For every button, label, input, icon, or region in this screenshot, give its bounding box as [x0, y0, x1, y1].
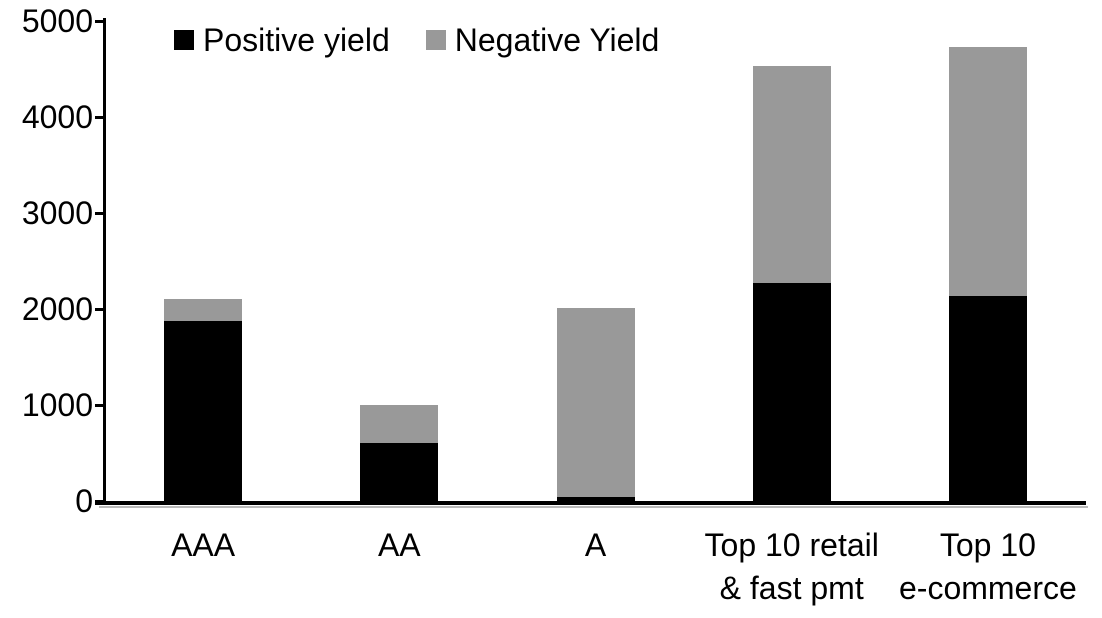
legend-swatch-icon	[425, 30, 446, 50]
bar-segment-positive-top-10-e-commerce	[948, 296, 1027, 501]
x-category-label-line: A	[584, 527, 607, 563]
x-category-label-line: AAA	[171, 527, 236, 563]
x-category-label-line: Top 10	[939, 527, 1036, 563]
y-tick-mark-5000	[95, 19, 104, 23]
bar-segment-negative-aaa	[164, 298, 243, 321]
bar-segment-positive-aa	[360, 442, 439, 501]
x-category-label-top-10-e-commerce: Top 10 e-commerce	[868, 524, 1102, 610]
x-category-label-line: e-commerce	[898, 570, 1077, 606]
x-axis-line	[95, 501, 1086, 505]
y-tick-label-4000: 4000	[21, 99, 93, 135]
y-tick-mark-3000	[95, 211, 104, 215]
y-tick-mark-2000	[95, 307, 104, 311]
x-category-label-line: & fast pmt	[719, 570, 864, 606]
y-tick-mark-1000	[95, 403, 104, 407]
legend-item-positive-yield: Positive yield	[174, 22, 390, 58]
x-category-label-aa: AA	[279, 524, 519, 567]
y-tick-mark-4000	[95, 115, 104, 119]
bar-segment-positive-aaa	[164, 321, 243, 501]
bar-segment-negative-aa	[360, 405, 439, 443]
x-category-label-a: A	[476, 524, 716, 567]
bar-segment-positive-top-10-retail-fast-pmt	[752, 283, 831, 501]
y-tick-label-0: 0	[75, 483, 93, 519]
legend-label: Positive yield	[203, 22, 390, 58]
legend-label: Negative Yield	[454, 22, 660, 58]
bar-segment-negative-top-10-e-commerce	[948, 46, 1027, 297]
chart-legend: Positive yield Negative Yield	[174, 22, 659, 58]
bar-segment-negative-a	[556, 307, 635, 498]
y-tick-label-5000: 5000	[21, 3, 93, 39]
x-category-label-top-10-retail-fast-pmt: Top 10 retail & fast pmt	[672, 524, 912, 610]
x-axis-shadow	[99, 506, 1088, 508]
x-category-label-line: AA	[377, 527, 421, 563]
y-axis-line	[103, 18, 106, 505]
bar-segment-positive-a	[556, 497, 635, 501]
bar-segment-negative-top-10-retail-fast-pmt	[752, 65, 831, 284]
y-tick-label-2000: 2000	[21, 291, 93, 327]
x-category-label-line: Top 10 retail	[704, 527, 879, 563]
y-tick-label-3000: 3000	[21, 195, 93, 231]
y-tick-label-1000: 1000	[21, 387, 93, 423]
y-tick-mark-0	[95, 499, 104, 503]
legend-swatch-icon	[174, 30, 194, 50]
x-category-label-aaa: AAA	[83, 524, 323, 567]
legend-item-negative-yield: Negative Yield	[425, 22, 660, 58]
